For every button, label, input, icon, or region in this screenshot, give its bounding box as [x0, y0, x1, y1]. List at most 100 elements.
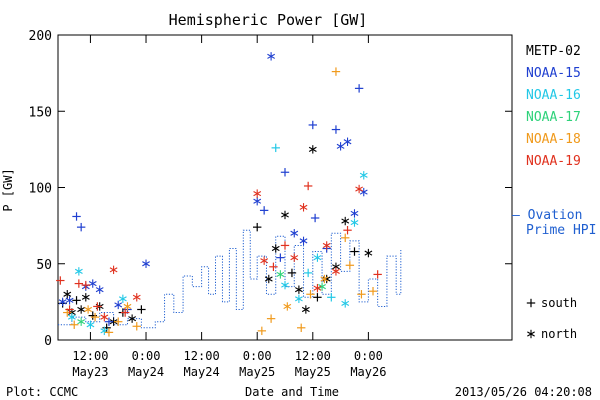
data-point	[342, 299, 349, 307]
data-point	[137, 305, 145, 313]
x-tick-date-label: May26	[350, 365, 386, 379]
data-point	[72, 212, 80, 220]
data-point	[258, 327, 266, 335]
x-axis-label: Date and Time	[245, 385, 339, 399]
data-point	[309, 145, 316, 153]
plot-frame	[58, 35, 512, 340]
data-point	[291, 253, 298, 261]
data-point	[56, 276, 64, 284]
data-point	[302, 305, 309, 313]
data-point	[342, 217, 349, 225]
data-point	[254, 189, 261, 197]
legend-symbol	[527, 330, 534, 338]
hemispheric-power-chart: Hemispheric Power [GW] P [GW] Date and T…	[0, 0, 600, 400]
data-point	[72, 296, 80, 304]
y-axis: 0 50 100 150 200	[29, 29, 512, 349]
data-point	[142, 260, 149, 268]
data-point	[267, 314, 275, 322]
data-point	[272, 244, 279, 252]
data-point	[254, 197, 261, 205]
data-point	[261, 257, 268, 265]
data-point	[360, 188, 367, 196]
data-point	[350, 247, 358, 255]
data-point	[351, 209, 358, 217]
legend-entry: NOAA-18	[526, 132, 581, 147]
legend-ovation-line2: Prime HPI	[526, 223, 596, 238]
x-tick-label: 12:00	[295, 349, 331, 363]
x-tick-date-label: May25	[295, 365, 331, 379]
y-tick-label: 100	[29, 182, 52, 197]
legend-symbol	[527, 299, 535, 307]
legend-entry: NOAA-15	[526, 66, 581, 81]
data-point	[89, 279, 96, 287]
plot-area	[56, 52, 401, 336]
data-point	[281, 241, 289, 249]
legend-entry: NOAA-17	[526, 110, 581, 125]
x-tick-date-label: May25	[239, 365, 275, 379]
data-point	[288, 269, 296, 277]
data-point	[93, 302, 101, 310]
data-point	[300, 237, 307, 245]
x-tick-date-label: May24	[184, 365, 220, 379]
data-point	[281, 168, 289, 176]
data-point	[284, 302, 291, 310]
x-tick-label: 0:00	[354, 349, 383, 363]
data-point	[346, 261, 354, 269]
y-tick-label: 50	[36, 258, 52, 273]
data-point	[304, 182, 312, 190]
data-point	[311, 214, 319, 222]
data-point	[91, 313, 99, 321]
data-point	[128, 314, 135, 322]
data-point	[115, 301, 122, 309]
data-point	[295, 295, 302, 303]
data-point	[133, 293, 140, 301]
chart-title: Hemispheric Power [GW]	[169, 11, 368, 29]
data-point	[114, 318, 122, 326]
data-point	[75, 267, 82, 275]
data-point	[337, 142, 344, 150]
data-point	[105, 318, 113, 326]
data-point	[253, 223, 261, 231]
data-point	[260, 206, 268, 214]
x-tick-label: 0:00	[243, 349, 272, 363]
data-point	[110, 266, 117, 274]
data-point	[355, 185, 362, 193]
data-point	[59, 298, 66, 306]
y-tick-label: 150	[29, 105, 52, 120]
data-point	[355, 84, 363, 92]
legend: METP-02 NOAA-15 NOAA-16 NOAA-17 NOAA-18 NOAA-…	[512, 44, 596, 341]
data-point	[291, 229, 298, 237]
plot-timestamp: 2013/05/26 04:20:08	[455, 385, 592, 399]
x-tick-date-label: May24	[128, 365, 164, 379]
x-tick-label: 12:00	[184, 349, 220, 363]
legend-entry: NOAA-16	[526, 88, 581, 103]
data-point	[309, 121, 317, 129]
data-point	[77, 223, 85, 231]
x-tick-label: 12:00	[72, 349, 108, 363]
data-point	[343, 226, 351, 234]
data-point	[133, 322, 141, 330]
data-point	[101, 313, 108, 321]
legend-entry: METP-02	[526, 44, 581, 59]
ovation-hpi-line	[58, 230, 401, 328]
data-point	[344, 138, 351, 146]
y-axis-label: P [GW]	[1, 168, 15, 211]
data-point	[369, 287, 377, 295]
x-axis: 12:00 May23 0:00 May24 12:00 May24 0:00 May25 12…	[72, 35, 386, 379]
data-point	[277, 270, 284, 278]
data-point	[360, 171, 367, 179]
data-point	[295, 285, 302, 293]
data-point	[75, 279, 83, 287]
data-point	[78, 318, 85, 326]
legend-entry: NOAA-19	[526, 154, 581, 169]
data-point	[276, 253, 284, 261]
data-point	[314, 253, 321, 261]
data-point	[304, 269, 312, 277]
data-point	[82, 293, 89, 301]
data-point	[84, 305, 91, 313]
y-tick-label: 200	[29, 29, 52, 44]
data-point	[96, 285, 103, 293]
data-point	[119, 295, 126, 303]
x-tick-date-label: May23	[72, 365, 108, 379]
data-point	[281, 281, 288, 289]
